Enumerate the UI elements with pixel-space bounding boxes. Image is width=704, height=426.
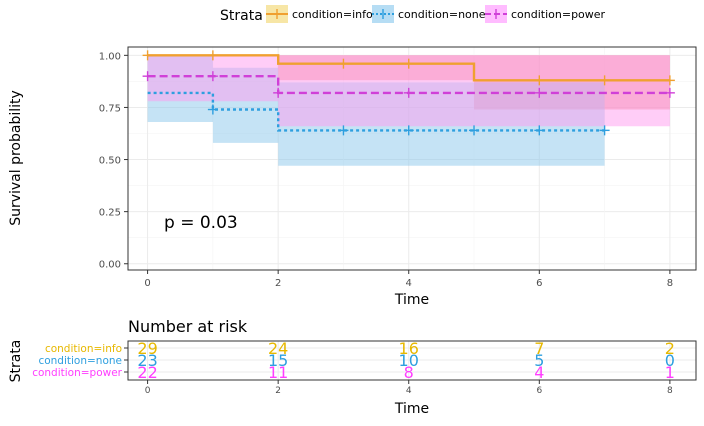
y-tick-label: 0.75 bbox=[99, 103, 121, 114]
risk-x-tick-label: 2 bbox=[275, 386, 281, 396]
censor-mark-power bbox=[664, 87, 675, 98]
survival-curve-info bbox=[147, 54, 670, 82]
risk-x-tick-label: 4 bbox=[406, 386, 412, 396]
risk-count-power: 22 bbox=[137, 363, 157, 382]
legend-item-power: condition=power bbox=[485, 5, 606, 23]
censor-mark-none bbox=[534, 125, 545, 136]
censor-mark-info bbox=[207, 50, 218, 61]
y-tick-label: 0.00 bbox=[99, 260, 121, 271]
censor-mark-power bbox=[207, 71, 218, 82]
x-tick-label: 2 bbox=[275, 278, 281, 289]
censor-mark-none bbox=[469, 125, 480, 136]
survival-plot-panel: 0.00 0.25 0.50 0.75 1.00 0 2 4 6 8 p = 0.03 Time… bbox=[8, 46, 697, 308]
censor-mark-power bbox=[142, 71, 153, 82]
censor-mark-info bbox=[599, 75, 610, 86]
p-value-annotation: p = 0.03 bbox=[164, 213, 238, 233]
risk-table-title: Number at risk bbox=[128, 317, 248, 336]
y-tick-label: 0.50 bbox=[99, 156, 121, 167]
risk-count-info: 2 bbox=[665, 339, 675, 358]
risk-table-strata-labels: condition=infocondition=nonecondition=po… bbox=[32, 343, 128, 379]
censor-mark-none bbox=[403, 125, 414, 136]
censor-mark-none bbox=[338, 125, 349, 136]
risk-count-none: 23 bbox=[137, 351, 157, 370]
risk-count-none: 10 bbox=[399, 351, 419, 370]
legend-item-none: condition=none bbox=[372, 5, 486, 23]
censor-mark-none bbox=[599, 125, 610, 136]
survival-curve-none bbox=[147, 91, 605, 132]
risk-count-info: 16 bbox=[399, 339, 419, 358]
x-tick-label: 4 bbox=[406, 278, 412, 289]
survival-x-axis-title: Time bbox=[394, 292, 429, 308]
censor-mark-none bbox=[207, 104, 218, 115]
risk-x-tick-label: 6 bbox=[536, 386, 542, 396]
censor-mark-info bbox=[403, 58, 414, 69]
censor-mark-info bbox=[142, 50, 153, 61]
risk-strata-label-info: condition=info bbox=[45, 343, 122, 355]
risk-table-y-axis-title: Strata bbox=[8, 340, 24, 383]
risk-strata-label-none: condition=none bbox=[38, 355, 122, 367]
risk-count-info: 29 bbox=[137, 339, 157, 358]
y-tick-label: 0.25 bbox=[99, 208, 121, 219]
risk-count-power: 1 bbox=[665, 363, 675, 382]
risk-count-info: 24 bbox=[268, 339, 288, 358]
legend-title: Strata bbox=[220, 8, 263, 24]
x-tick-label: 0 bbox=[144, 278, 150, 289]
risk-count-none: 5 bbox=[534, 351, 544, 370]
legend-label-info: condition=info bbox=[292, 8, 373, 21]
survival-y-axis-title: Survival probability bbox=[8, 90, 24, 226]
legend-item-info: condition=info bbox=[266, 5, 373, 23]
x-tick-label: 8 bbox=[667, 278, 673, 289]
risk-table-cells: 29 24 16 7 2 23 15 10 5 0 22 11 8 4 1 bbox=[137, 339, 675, 382]
censor-marks bbox=[142, 50, 675, 136]
legend-label-power: condition=power bbox=[511, 8, 606, 21]
risk-table-gridlines bbox=[128, 341, 696, 380]
risk-table-panel: Number at risk 29 24 16 7 223 15 10 5 022 11 8 4 1 c… bbox=[8, 317, 697, 417]
risk-count-power: 8 bbox=[404, 363, 414, 382]
risk-count-power: 4 bbox=[534, 363, 544, 382]
risk-table-x-axis-title: Time bbox=[394, 401, 429, 417]
censor-mark-power bbox=[273, 87, 284, 98]
legend: Strata condition=info condition=none con… bbox=[220, 5, 606, 24]
risk-count-none: 15 bbox=[268, 351, 288, 370]
risk-table-x-axis: 0 2 4 6 8 bbox=[145, 380, 673, 396]
censor-mark-info bbox=[338, 58, 349, 69]
x-tick-label: 6 bbox=[536, 278, 542, 289]
censor-mark-power bbox=[534, 87, 545, 98]
survival-y-axis: 0.00 0.25 0.50 0.75 1.00 bbox=[99, 51, 128, 271]
legend-label-none: condition=none bbox=[398, 8, 486, 21]
censor-mark-info bbox=[664, 75, 675, 86]
censor-mark-power bbox=[403, 87, 414, 98]
risk-x-tick-label: 8 bbox=[667, 386, 673, 396]
risk-count-none: 0 bbox=[665, 351, 675, 370]
y-tick-label: 1.00 bbox=[99, 51, 121, 62]
risk-count-power: 11 bbox=[268, 363, 288, 382]
censor-mark-info bbox=[534, 75, 545, 86]
survival-x-axis: 0 2 4 6 8 bbox=[144, 270, 673, 289]
risk-strata-label-power: condition=power bbox=[32, 367, 122, 379]
risk-x-tick-label: 0 bbox=[145, 386, 151, 396]
risk-count-info: 7 bbox=[534, 339, 544, 358]
survival-plot-border bbox=[127, 46, 697, 271]
